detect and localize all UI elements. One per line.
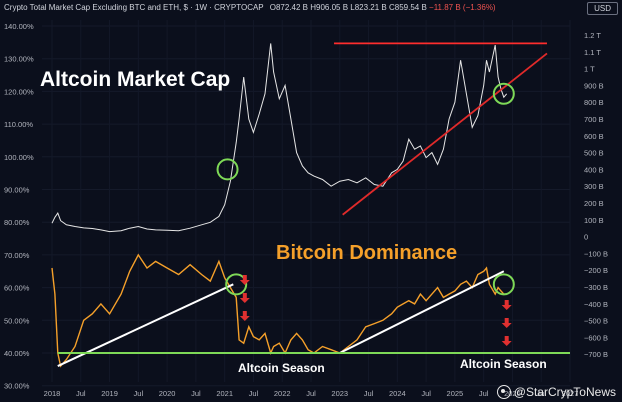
right-axis-tick: 1 T: [584, 65, 595, 74]
right-axis-tick: −300 B: [584, 283, 608, 292]
label-altcoin-market-cap: Altcoin Market Cap: [40, 68, 230, 91]
x-axis-tick: 2024: [389, 389, 406, 398]
left-axis-tick: 120.00%: [4, 87, 34, 96]
right-axis-tick: −600 B: [584, 333, 608, 342]
left-axis-tick: 50.00%: [4, 316, 30, 325]
left-axis-tick: 70.00%: [4, 251, 30, 260]
right-axis-tick: 800 B: [584, 98, 604, 107]
right-axis-tick: 400 B: [584, 165, 604, 174]
right-axis-tick: 100 B: [584, 216, 604, 225]
right-axis-tick: −200 B: [584, 266, 608, 275]
highlight-circle: [492, 273, 515, 296]
x-axis-tick: 2027: [562, 389, 579, 398]
ohlc-change: −11.87 B (−1.36%): [429, 3, 496, 12]
right-axis-tick: 600 B: [584, 132, 604, 141]
x-axis-tick: 2021: [216, 389, 233, 398]
left-axis-tick: 40.00%: [4, 349, 30, 358]
left-axis-tick: 100.00%: [4, 153, 34, 162]
right-axis-tick: 200 B: [584, 199, 604, 208]
right-axis-tick: 1.1 T: [584, 48, 601, 57]
right-axis-tick: 0: [584, 233, 588, 242]
down-arrow-icon: [239, 275, 250, 285]
bitcoin-dominance-line: [51, 253, 507, 368]
watermark-text: @StarCrypToNews: [513, 385, 616, 399]
x-axis-tick: 2025: [447, 389, 464, 398]
ohlc-open: O872.42 B: [269, 3, 308, 12]
left-axis-tick: 140.00%: [4, 22, 34, 31]
x-axis-tick: 2019: [101, 389, 118, 398]
down-arrow-icon: [501, 336, 512, 346]
ohlc-low: L823.21 B: [350, 3, 387, 12]
right-axis-tick: −100 B: [584, 249, 608, 258]
x-axis-tick: Jul: [421, 389, 431, 398]
x-axis-tick: Jul: [364, 389, 374, 398]
right-axis-tick: 500 B: [584, 149, 604, 158]
highlight-circle: [216, 158, 239, 181]
chart-header: Crypto Total Market Cap Excluding BTC an…: [0, 0, 622, 18]
x-axis-tick: Jul: [249, 389, 259, 398]
x-axis-tick: Jul: [191, 389, 201, 398]
right-axis-tick: 300 B: [584, 182, 604, 191]
label-bitcoin-dominance: Bitcoin Dominance: [276, 242, 457, 264]
left-axis-tick: 90.00%: [4, 186, 30, 195]
x-axis-tick: 2020: [159, 389, 176, 398]
left-axis-tick: 80.00%: [4, 218, 30, 227]
x-axis-tick: Jul: [134, 389, 144, 398]
x-axis-tick: Jul: [536, 389, 546, 398]
down-arrow-icon: [239, 311, 250, 321]
right-axis-tick: 1.2 T: [584, 31, 601, 40]
down-arrow-icon: [501, 318, 512, 328]
support-trendline: [342, 52, 548, 216]
left-axis-tick: 130.00%: [4, 55, 34, 64]
x-axis-tick: 2022: [274, 389, 291, 398]
x-axis-tick: Jul: [479, 389, 489, 398]
left-axis-tick: 30.00%: [4, 382, 30, 391]
right-axis-tick: 700 B: [584, 115, 604, 124]
watermark-logo-icon: [496, 385, 511, 399]
down-arrow-icon: [501, 300, 512, 310]
label-altcoin-season-2: Altcoin Season: [460, 357, 547, 371]
watermark: @StarCrypToNews: [496, 385, 616, 399]
ohlc-close: C859.54 B: [388, 3, 427, 12]
label-altcoin-season-1: Altcoin Season: [238, 361, 325, 375]
highlight-circle: [225, 273, 248, 296]
right-axis-tick: −400 B: [584, 300, 608, 309]
ohlc-high: H906.05 B: [310, 3, 349, 12]
left-axis-tick: 60.00%: [4, 284, 30, 293]
symbol-title: Crypto Total Market Cap Excluding BTC an…: [4, 3, 264, 12]
left-axis-tick: 110.00%: [4, 120, 33, 129]
x-axis-tick: Jul: [76, 389, 86, 398]
highlight-circle: [492, 82, 515, 105]
symbol-info: Crypto Total Market Cap Excluding BTC an…: [4, 3, 496, 12]
x-axis-tick: 2026: [504, 389, 521, 398]
right-axis-tick: −700 B: [584, 350, 608, 359]
down-arrow-icon: [239, 293, 250, 303]
dominance-trendline-2: [339, 270, 505, 354]
x-axis-tick: Jul: [306, 389, 316, 398]
x-axis-tick: 2018: [44, 389, 61, 398]
x-axis-tick: 2023: [331, 389, 348, 398]
currency-button[interactable]: USD: [587, 2, 618, 15]
right-axis-tick: 900 B: [584, 81, 604, 90]
altcoin-market-cap-line: [51, 43, 508, 233]
right-axis-tick: −500 B: [584, 317, 608, 326]
